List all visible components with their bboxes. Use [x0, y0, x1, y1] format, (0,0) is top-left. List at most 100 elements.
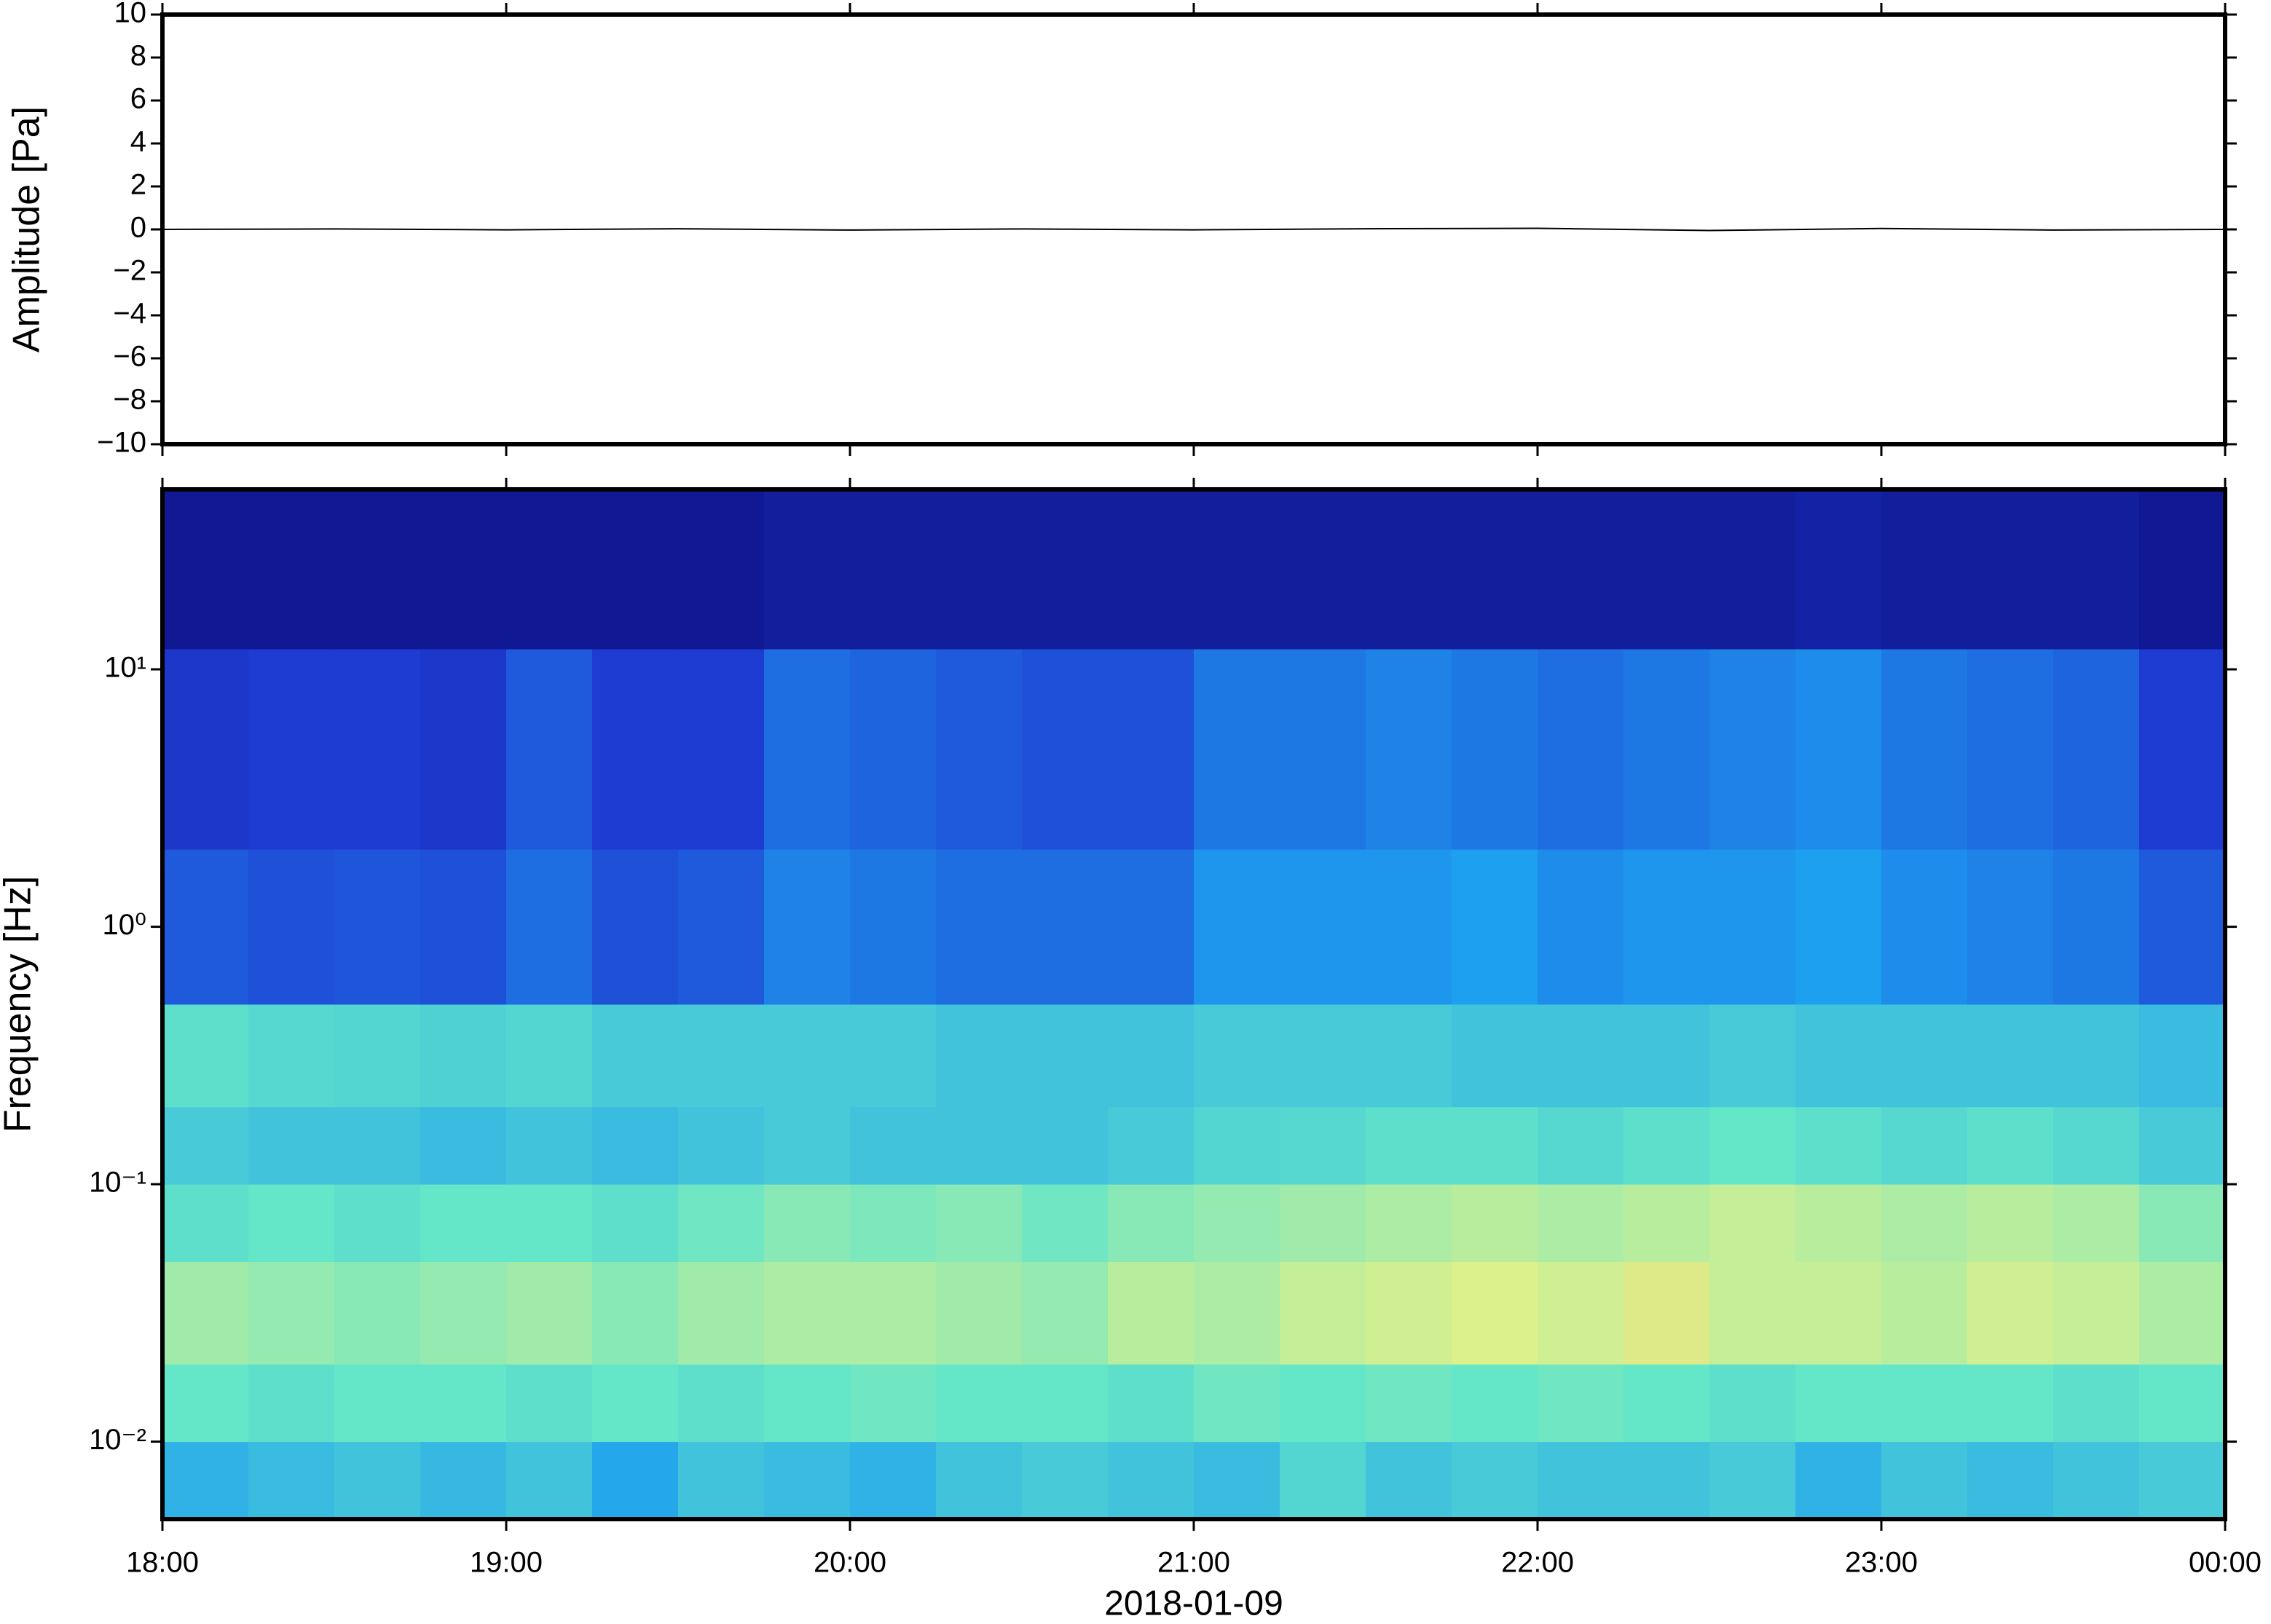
spectrogram-cell	[334, 1004, 421, 1108]
spectrogram-cell	[2139, 1441, 2226, 1520]
spectrogram-cell	[1623, 849, 1710, 1005]
spectrogram-cell	[1881, 1106, 1968, 1185]
y-axis-label: Amplitude [Pa]	[6, 106, 48, 352]
spectrogram-cell	[1967, 1261, 2054, 1365]
spectrogram-cell	[334, 489, 421, 650]
spectrogram-cell	[1967, 849, 2054, 1005]
spectrogram-cell	[2139, 1184, 2226, 1262]
spectrogram-cell	[420, 1004, 507, 1108]
x-tick-label: 00:00	[2189, 1547, 2262, 1579]
spectrogram-cell	[1280, 1184, 1366, 1262]
spectrogram	[162, 489, 2226, 1520]
spectrogram-cell	[1108, 649, 1194, 850]
spectrogram-cell	[850, 1004, 937, 1108]
spectrogram-cell	[678, 1106, 765, 1185]
spectrogram-cell	[1366, 489, 1452, 650]
spectrogram-cell	[764, 849, 851, 1005]
spectrogram-cell	[1366, 1261, 1452, 1365]
y-tick-label: −8	[113, 384, 146, 416]
spectrogram-cell	[592, 489, 679, 650]
spectrogram-cell	[2139, 1106, 2226, 1185]
spectrogram-cell	[678, 1364, 765, 1443]
spectrogram-cell	[420, 489, 507, 650]
spectrogram-cell	[1709, 849, 1796, 1005]
spectrogram-cell	[1452, 1004, 1538, 1108]
spectrogram-cell	[592, 849, 679, 1005]
spectrogram-cell	[248, 1106, 335, 1185]
spectrogram-cell	[248, 1004, 335, 1108]
spectrogram-cell	[764, 1261, 851, 1365]
spectrogram-cell	[334, 1364, 421, 1443]
spectrogram-cell	[1967, 489, 2054, 650]
y-axis-label: Frequency [Hz]	[0, 876, 39, 1133]
spectrogram-cell	[592, 1364, 679, 1443]
spectrogram-cell	[936, 1441, 1023, 1520]
spectrogram-cell	[1280, 1106, 1366, 1185]
spectrogram-cell	[1194, 1261, 1280, 1365]
spectrogram-cell	[1967, 1441, 2054, 1520]
spectrogram-cell	[1108, 1441, 1194, 1520]
spectrogram-cell	[1709, 1004, 1796, 1108]
y-tick-label: 0	[130, 212, 146, 244]
x-tick-label: 22:00	[1501, 1547, 1574, 1579]
y-tick-label: −10	[97, 427, 146, 459]
spectrogram-cell	[420, 649, 507, 850]
spectrogram-cell	[1538, 1004, 1624, 1108]
spectrogram-cell	[1022, 1364, 1109, 1443]
spectrogram-cell	[764, 1441, 851, 1520]
spectrogram-cell	[334, 1261, 421, 1365]
spectrogram-cell	[764, 649, 851, 850]
y-tick-label: 8	[130, 40, 146, 72]
spectrogram-cell	[2053, 1004, 2140, 1108]
x-tick-label: 20:00	[814, 1547, 886, 1579]
spectrogram-cell	[850, 1184, 937, 1262]
spectrogram-cell	[420, 1364, 507, 1443]
spectrogram-cell	[1194, 849, 1280, 1005]
spectrogram-cell	[678, 489, 765, 650]
spectrogram-cell	[1452, 1261, 1538, 1365]
spectrogram-cell	[334, 1441, 421, 1520]
spectrogram-cell	[506, 1364, 593, 1443]
spectrogram-cell	[2053, 849, 2140, 1005]
spectrogram-cell	[764, 1106, 851, 1185]
spectrogram-cell	[2053, 1441, 2140, 1520]
spectrogram-cell	[506, 1004, 593, 1108]
spectrogram-cell	[1967, 1364, 2054, 1443]
spectrogram-cell	[248, 1441, 335, 1520]
spectrogram-cell	[334, 1106, 421, 1185]
x-tick-label: 21:00	[1157, 1547, 1230, 1579]
spectrogram-cell	[2053, 489, 2140, 650]
spectrogram-cell	[764, 1004, 851, 1108]
spectrogram-cell	[1452, 849, 1538, 1005]
spectrogram-cell	[1623, 1261, 1710, 1365]
spectrogram-cell	[936, 1106, 1023, 1185]
spectrogram-cell	[1881, 489, 1968, 650]
spectrogram-cell	[1795, 649, 1882, 850]
spectrogram-cell	[1452, 1441, 1538, 1520]
spectrogram-cell	[248, 649, 335, 850]
spectrogram-cell	[678, 1261, 765, 1365]
spectrogram-cell	[506, 489, 593, 650]
spectrogram-cell	[334, 649, 421, 850]
spectrogram-cell	[2139, 849, 2226, 1005]
spectrogram-cell	[1795, 1184, 1882, 1262]
spectrogram-cell	[162, 1106, 249, 1185]
spectrogram-cell	[248, 1184, 335, 1262]
spectrogram-cell	[162, 1004, 249, 1108]
spectrogram-cell	[764, 489, 851, 650]
spectrogram-cell	[1108, 1184, 1194, 1262]
spectrogram-cell	[936, 849, 1023, 1005]
spectrogram-cell	[1795, 849, 1882, 1005]
spectrogram-cell	[1366, 1441, 1452, 1520]
spectrogram-cell	[1709, 1184, 1796, 1262]
spectrogram-cell	[850, 849, 937, 1005]
spectrogram-cell	[1881, 849, 1968, 1005]
spectrogram-cell	[1709, 649, 1796, 850]
spectrogram-cell	[1022, 849, 1109, 1005]
spectrogram-cell	[1194, 1106, 1280, 1185]
spectrogram-cell	[506, 649, 593, 850]
spectrogram-cell	[850, 1364, 937, 1443]
spectrogram-cell	[850, 1106, 937, 1185]
spectrogram-cell	[936, 1364, 1023, 1443]
